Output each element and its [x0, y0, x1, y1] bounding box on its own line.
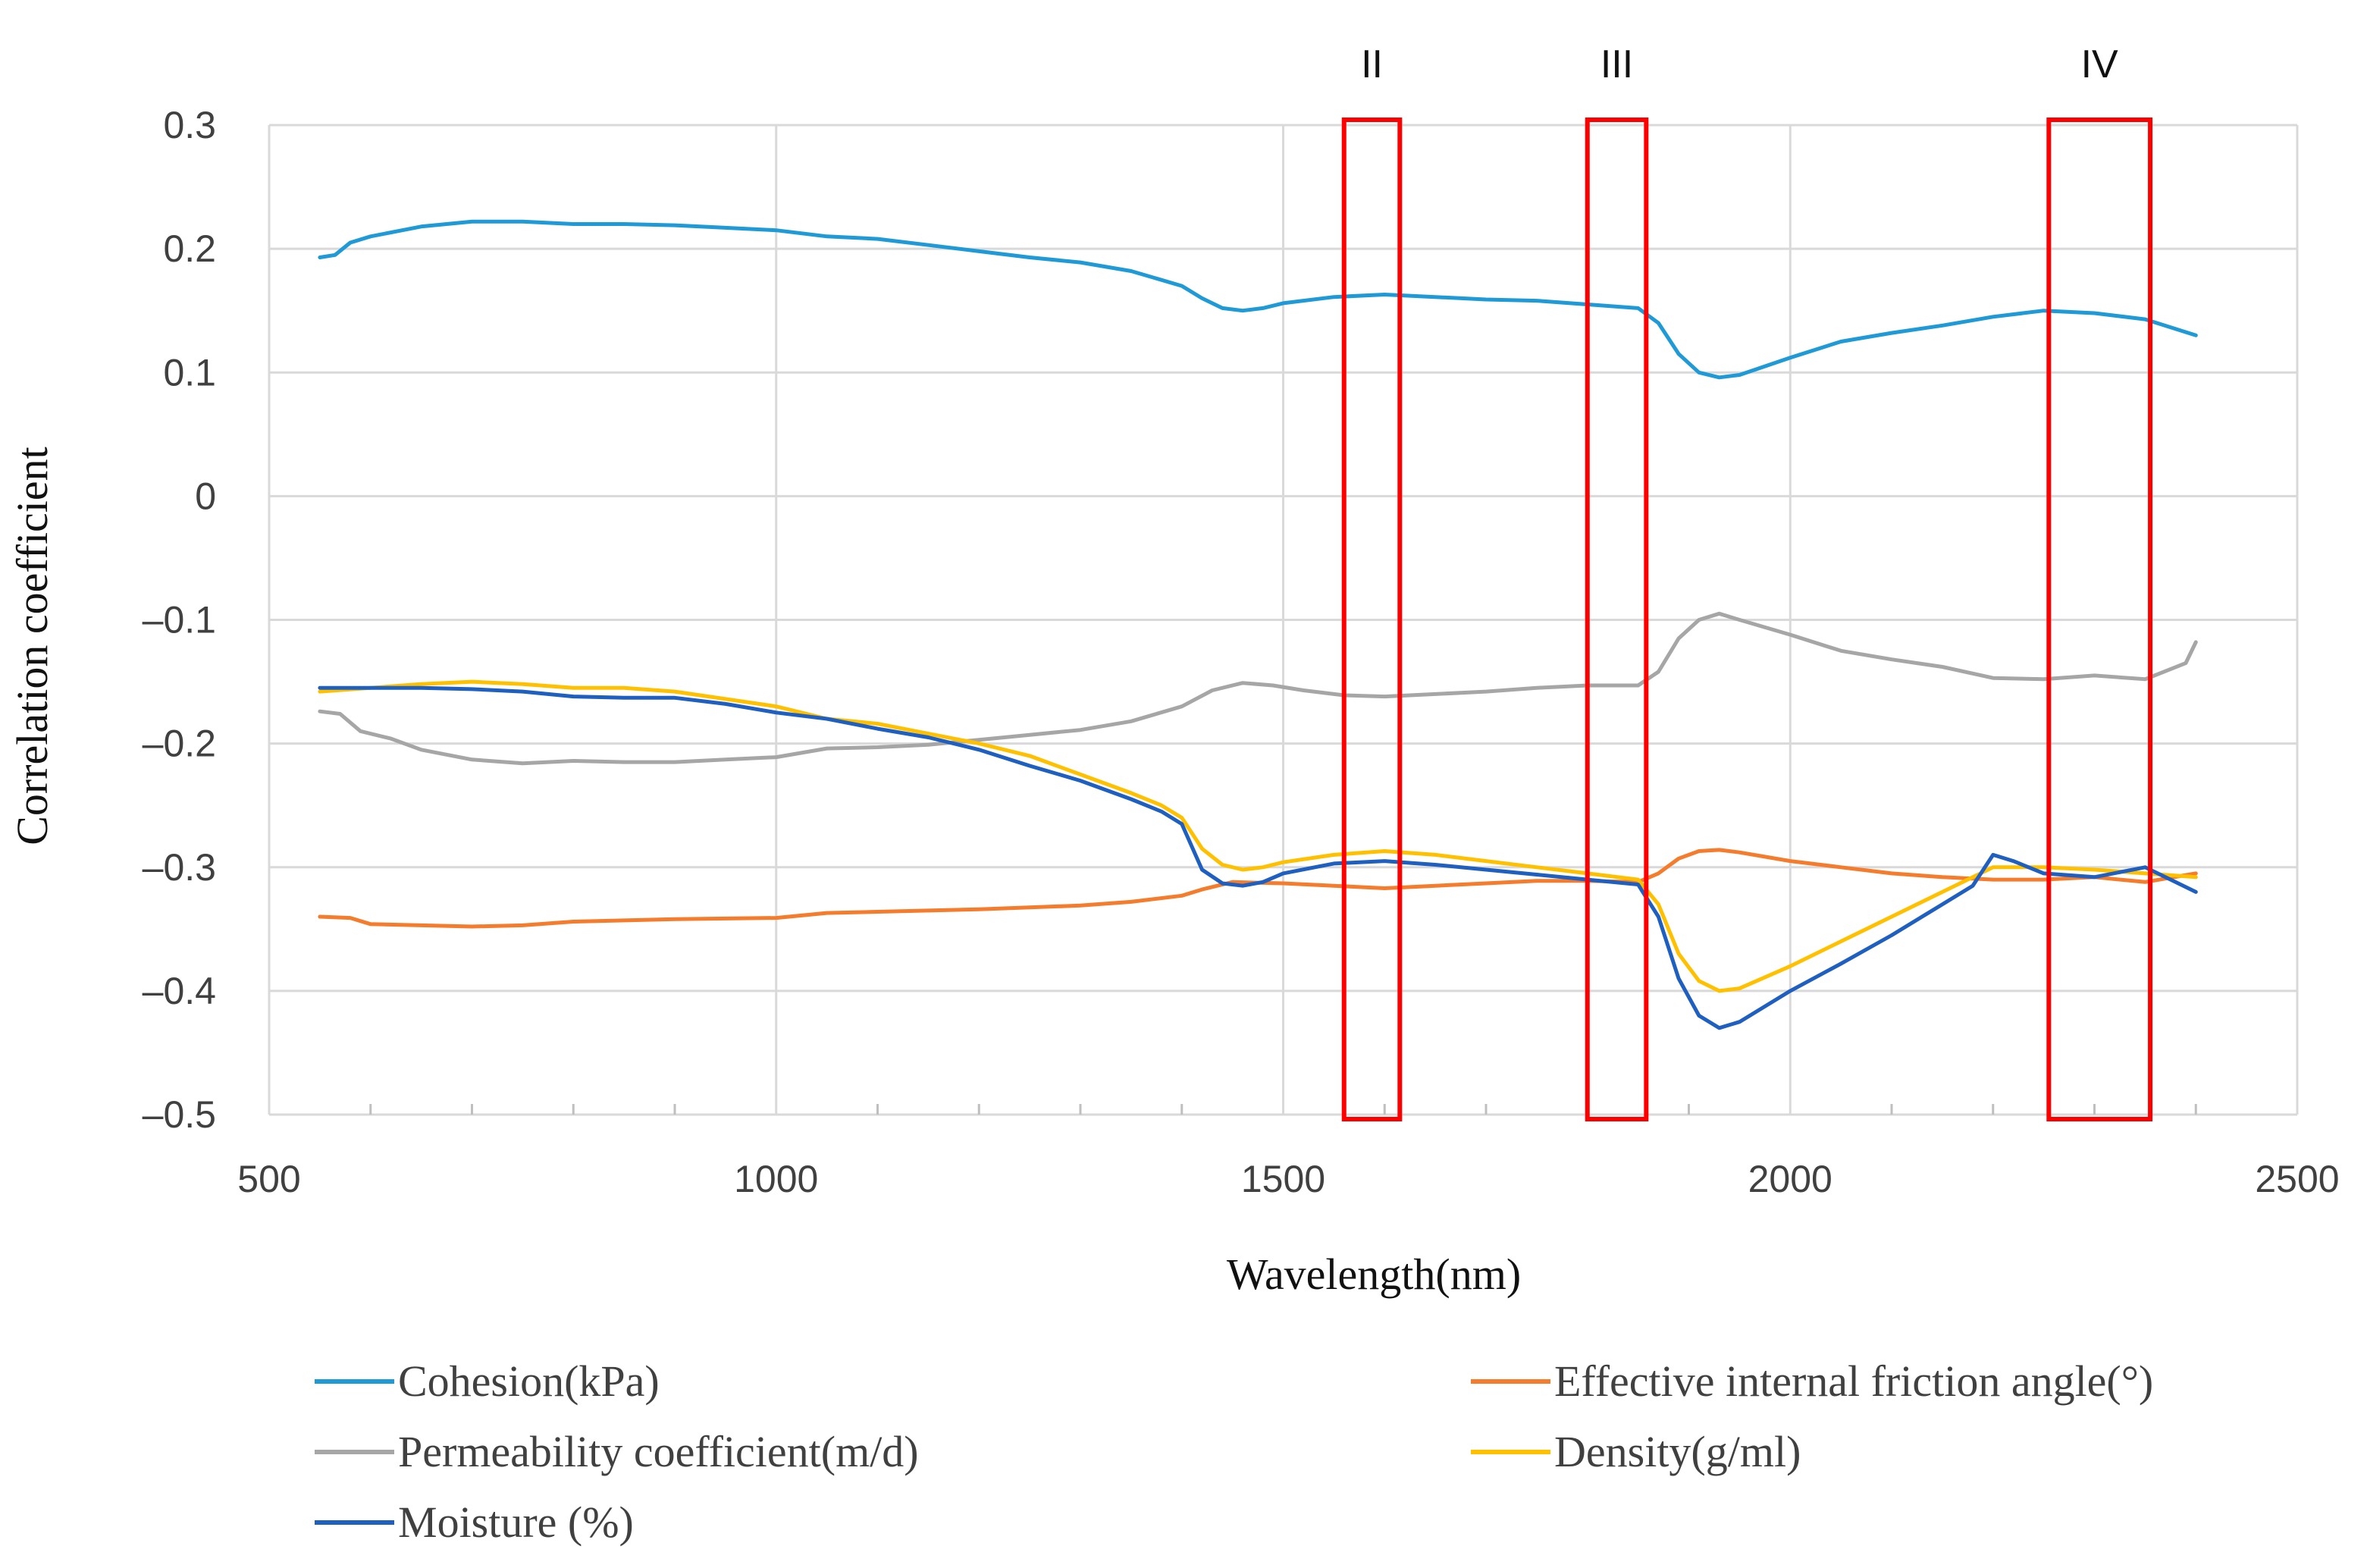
- band-box-0: [1341, 118, 1403, 1121]
- band-box-1: [1585, 118, 1649, 1121]
- y-tick-label-2: 0.1: [163, 351, 216, 394]
- legend-label-1: Effective internal friction angle(°): [1554, 1356, 2153, 1406]
- y-tick-label-7: –0.4: [143, 970, 216, 1012]
- series-line-2: [318, 611, 2198, 766]
- series-line-0: [318, 219, 2198, 380]
- legend-label-0: Cohesion(kPa): [398, 1356, 660, 1406]
- band-label-1: III: [1600, 42, 1633, 86]
- series-line-4: [318, 685, 2198, 1030]
- series-line-3: [318, 679, 2198, 993]
- band-label-2: IV: [2081, 42, 2118, 86]
- y-axis-title: Correlation coefficient: [8, 447, 57, 845]
- x-tick-label-3: 2000: [1748, 1158, 1832, 1200]
- grid: [268, 124, 2299, 1116]
- highlight-bands: II III IV: [1341, 42, 2153, 1121]
- series-lines: [318, 219, 2198, 1030]
- legend-label-4: Moisture (%): [398, 1497, 634, 1547]
- y-tick-label-0: 0.3: [163, 104, 216, 146]
- series-line-1: [318, 848, 2198, 929]
- y-tick-label-4: –0.1: [143, 599, 216, 641]
- y-tick-label-8: –0.5: [143, 1093, 216, 1136]
- x-axis-title: Wavelength(nm): [1227, 1250, 1521, 1299]
- y-tick-label-5: –0.2: [143, 723, 216, 765]
- band-label-0: II: [1361, 42, 1383, 86]
- axis-ticks: 0.3 0.2 0.1 0 –0.1 –0.2 –0.3 –0.4 –0.5 500 1000 150…: [143, 104, 2340, 1200]
- legend: Cohesion(kPa) Effective internal friction…: [315, 1356, 2153, 1547]
- y-tick-label-6: –0.3: [143, 846, 216, 889]
- y-tick-label-1: 0.2: [163, 227, 216, 270]
- band-box-2: [2046, 118, 2153, 1121]
- x-tick-label-4: 2500: [2255, 1158, 2339, 1200]
- x-tick-label-0: 500: [237, 1158, 300, 1200]
- x-tick-label-2: 1500: [1241, 1158, 1325, 1200]
- legend-label-2: Permeability coefficient(m/d): [398, 1427, 919, 1476]
- legend-label-3: Density(g/ml): [1554, 1427, 1801, 1476]
- x-tick-label-1: 1000: [734, 1158, 818, 1200]
- y-tick-label-3: 0: [195, 475, 216, 517]
